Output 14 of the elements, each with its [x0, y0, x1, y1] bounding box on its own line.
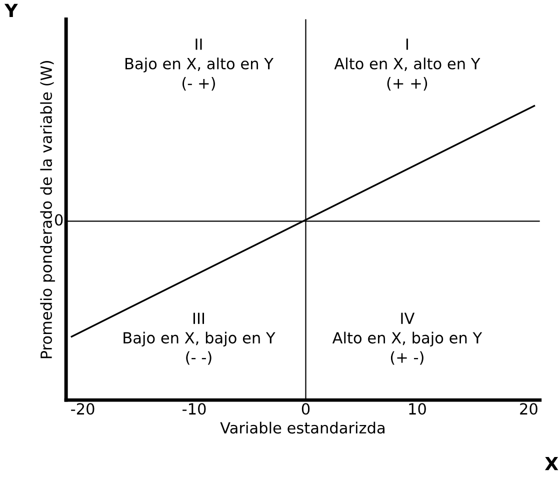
annotation: IV Alto en X, bajo en Y (+ -) [332, 312, 482, 365]
x-axis-title: Variable estandarizda [220, 422, 384, 434]
x-tick-label: -10 [182, 403, 206, 415]
text: Y [4, 4, 18, 18]
text: II Bajo en X, alto en Y (- +) [125, 38, 274, 91]
y-axis-title: Promedio ponderado de la variable (W) [40, 61, 55, 358]
x-tick-label: 20 [520, 403, 538, 415]
x-tick-label: 0 [302, 403, 310, 415]
text: I Alto en X, alto en Y (+ +) [334, 38, 480, 91]
text: X [544, 456, 558, 470]
x-tick-label: -20 [71, 403, 94, 415]
annotation: III Bajo en X, bajo en Y (- -) [124, 312, 276, 365]
x-tick-label: 10 [409, 403, 426, 415]
ref-line-label: 0 [55, 214, 63, 226]
